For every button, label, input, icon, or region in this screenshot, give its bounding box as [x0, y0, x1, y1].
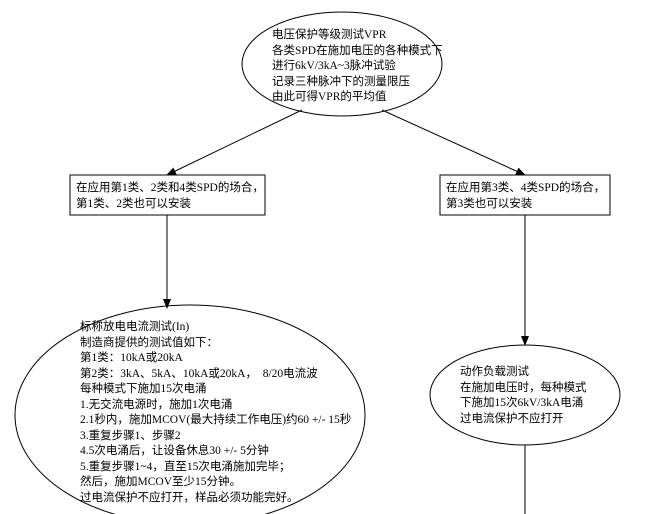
- node-left_rect-text: 在应用第1类、2类和4类SPD的场合， 第1类、2类也可以安装: [76, 181, 264, 212]
- node-top-text: 电压保护等级测试VPR 各类SPD在施加电压的各种模式下 进行6kV/3kA~3…: [272, 28, 443, 106]
- node-left_ellipse-text: 标称放电电流测试(In) 制造商提供的测试值如下： 第1类：10kA或20kA …: [80, 320, 351, 506]
- node-right_ellipse-text: 动作负载测试 在施加电压时，每种模式 下施加15次6kV/3kA电涌 过电流保护…: [460, 365, 587, 427]
- text-overlay: 电压保护等级测试VPR 各类SPD在施加电压的各种模式下 进行6kV/3kA~3…: [0, 0, 655, 514]
- node-right_rect-text: 在应用第3类、4类SPD的场合， 第3类也可以安装: [446, 181, 605, 212]
